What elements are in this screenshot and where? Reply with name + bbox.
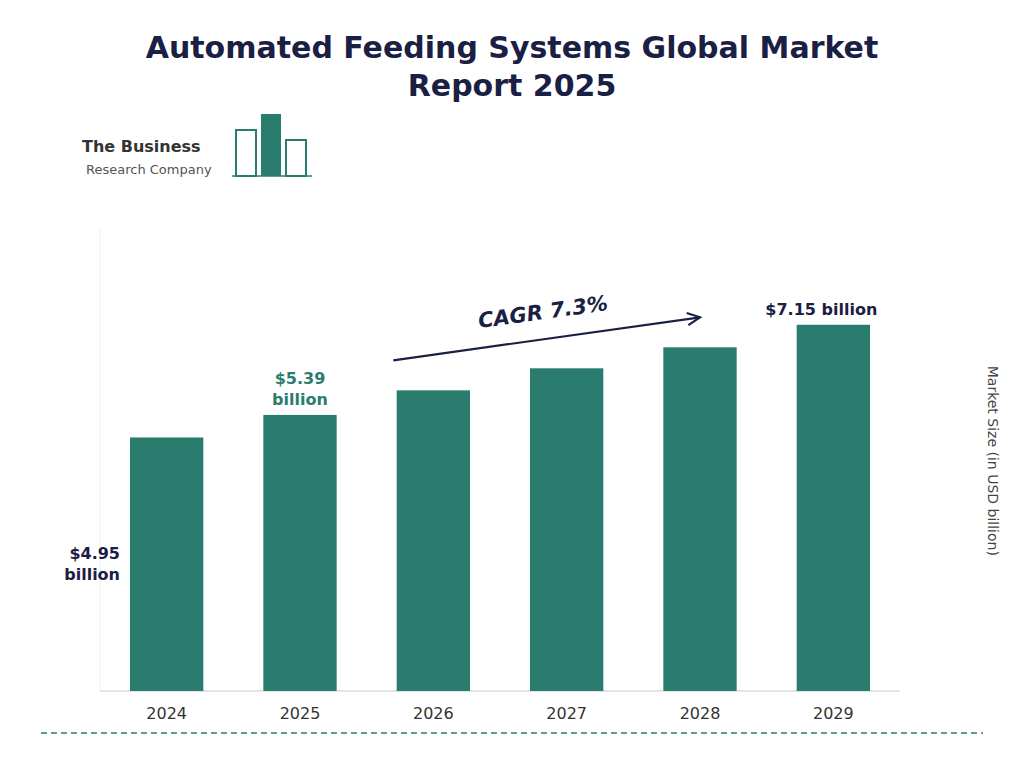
bar [263,415,336,691]
bottom-border [41,732,983,734]
logo-text: Research Company [86,162,212,177]
logo-icon-base [232,175,312,177]
value-label: $4.95 billion [64,544,120,584]
x-tick-label: 2028 [680,704,721,723]
x-tick-label: 2026 [413,704,454,723]
x-tick-label: 2024 [146,704,187,723]
x-tick-label: 2025 [280,704,321,723]
logo-icon-bar [236,130,256,176]
bars [130,325,870,691]
value-label-line: $4.95 [69,544,120,563]
y-axis-label: Market Size (in USD billion) [985,366,1001,556]
cagr-arrow-line [393,317,700,360]
value-label-line: $7.15 billion [765,300,877,319]
bar [797,325,870,691]
bar [663,347,736,691]
logo-icon-bar [286,140,306,176]
value-label: $7.15 billion [765,300,877,319]
title: Automated Feeding Systems Global MarketR… [146,30,879,103]
x-axis-line [100,691,900,692]
x-tick-label: 2027 [546,704,587,723]
x-tick-label: 2029 [813,704,854,723]
value-label-line: billion [272,390,328,409]
value-label-line: $5.39 [275,369,326,388]
cagr-label: CAGR 7.3% [477,291,610,333]
bar [130,437,203,691]
y-axis-line [100,230,101,691]
cagr-arrow-head [687,313,700,325]
logo-icon-bar [261,114,281,176]
value-label: $5.39 billion [272,369,328,409]
title-line: Report 2025 [408,68,617,103]
value-label-line: billion [64,565,120,584]
bar [530,368,603,691]
logo-icon [232,114,312,176]
title-line: Automated Feeding Systems Global Market [146,30,879,65]
chart-svg: Automated Feeding Systems Global MarketR… [0,0,1024,768]
logo-text: The Business [82,137,201,156]
bar [397,390,470,691]
